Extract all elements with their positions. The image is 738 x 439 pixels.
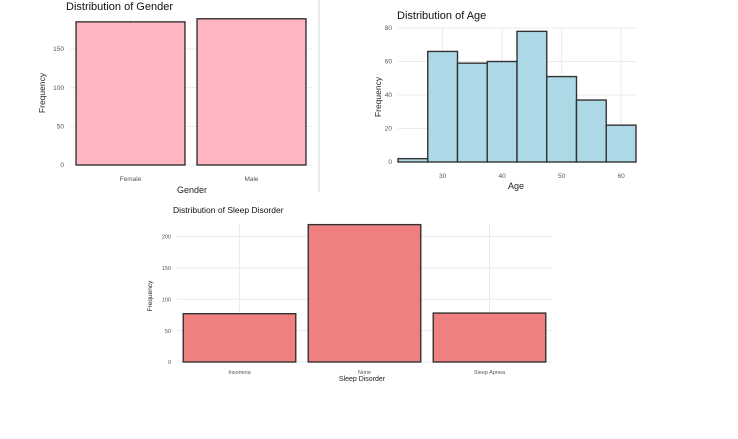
age-bars (397, 30, 637, 163)
sleep-disorder-x-tick-label: Insomnia (228, 370, 251, 376)
gender-x-tick-label: Male (244, 176, 258, 183)
age-bar (486, 60, 518, 163)
sleep-disorder-y-tick-label: 150 (162, 266, 171, 272)
gender-y-tick-label: 0 (60, 162, 64, 169)
age-bar (605, 124, 637, 163)
gender-chart-title: Distribution of Gender (66, 1, 173, 13)
sleep-disorder-chart-title: Distribution of Sleep Disorder (173, 205, 284, 215)
age-y-tick-label: 40 (385, 92, 393, 99)
sleep-disorder-x-tick-label: Sleep Apnea (474, 370, 506, 376)
sleep-disorder-x-ticks: Insomnia None Sleep Apnea (228, 370, 506, 376)
age-y-axis-title: Frequency (373, 76, 383, 117)
sleep-disorder-bar (307, 223, 422, 363)
sleep-disorder-bar (182, 313, 297, 363)
age-x-tick-label: 50 (558, 173, 566, 180)
age-x-tick-label: 40 (499, 173, 507, 180)
age-y-ticks: 0 20 40 60 80 (385, 25, 393, 166)
age-bar (516, 30, 548, 163)
age-bar (397, 157, 429, 163)
sleep-disorder-y-tick-label: 50 (165, 329, 171, 335)
gender-bars (75, 18, 307, 166)
gender-bar (196, 18, 307, 166)
sleep-disorder-y-tick-label: 100 (162, 297, 171, 303)
sleep-disorder-bars (182, 223, 547, 363)
gender-bar (75, 21, 186, 166)
age-x-tick-label: 30 (439, 173, 447, 180)
sleep-disorder-chart: Distribution of Sleep Disorder 0 50 100 150… (147, 205, 552, 383)
sleep-disorder-x-tick-label: None (358, 370, 371, 376)
age-bar (456, 62, 488, 163)
age-bar (427, 50, 459, 163)
age-bar (546, 75, 578, 163)
gender-y-ticks: 0 50 100 150 (53, 46, 64, 169)
age-bar (575, 99, 607, 163)
age-y-tick-label: 20 (385, 126, 393, 133)
gender-y-tick-label: 150 (53, 46, 64, 53)
age-x-ticks: 30 40 50 60 (439, 173, 625, 180)
age-x-tick-label: 60 (618, 173, 626, 180)
gender-y-tick-label: 50 (57, 124, 65, 131)
gender-y-tick-label: 100 (53, 85, 64, 92)
age-y-tick-label: 0 (388, 159, 392, 166)
sleep-disorder-x-axis-title: Sleep Disorder (339, 376, 386, 383)
gender-y-axis-title: Frequency (37, 72, 47, 113)
age-chart-title: Distribution of Age (397, 10, 486, 22)
age-chart: Distribution of Age 0 20 40 60 80 30 40 50 60 A… (373, 10, 637, 191)
age-x-axis-title: Age (508, 181, 524, 191)
gender-x-axis-title: Gender (177, 185, 207, 195)
age-y-tick-label: 60 (385, 59, 393, 66)
sleep-disorder-y-axis-title: Frequency (147, 280, 154, 311)
sleep-disorder-y-ticks: 0 50 100 150 200 (162, 235, 171, 366)
gender-chart: Distribution of Gender 0 50 100 150 Female M… (37, 1, 312, 195)
gender-x-tick-label: Female (120, 176, 142, 183)
age-y-tick-label: 80 (385, 25, 393, 32)
sleep-disorder-y-tick-label: 0 (168, 360, 171, 366)
gender-x-ticks: Female Male (120, 176, 259, 183)
sleep-disorder-y-tick-label: 200 (162, 235, 171, 241)
sleep-disorder-bar (432, 312, 547, 363)
